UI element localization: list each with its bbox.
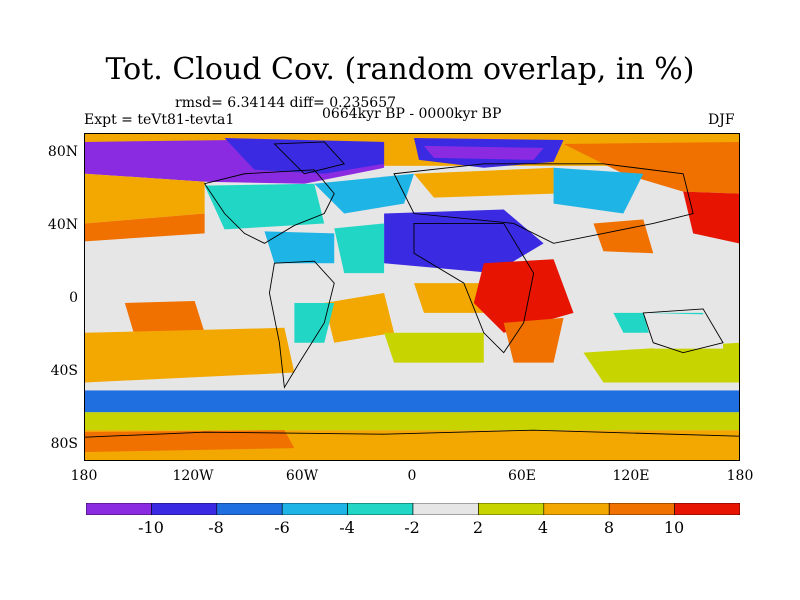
colorbar-swatch — [86, 503, 152, 515]
region-sahara — [384, 209, 544, 274]
lon-label-120e: 120E — [612, 468, 650, 484]
colorbar — [86, 503, 740, 515]
region-n-atlantic — [314, 173, 414, 214]
coast-africa — [413, 223, 535, 354]
colorbar-label: 4 — [537, 518, 549, 537]
period-label: 0664kyr BP - 0000kyr BP — [322, 106, 502, 122]
region-w-pacific-tropics — [85, 253, 265, 280]
region-c-africa — [473, 259, 574, 333]
colorbar-swatch — [543, 503, 610, 515]
colorbar-label: -6 — [274, 518, 290, 537]
region-eurasia — [413, 167, 554, 198]
region-c-atlantic — [334, 223, 385, 274]
region-ne-asia — [563, 141, 739, 194]
lat-label-80s: 80S — [50, 436, 78, 452]
region-n-america — [204, 183, 325, 230]
colorbar-swatch — [674, 503, 740, 515]
experiment-label: Expt = teVt81-tevta1 — [84, 112, 235, 128]
lon-label-60w: 60W — [285, 468, 319, 484]
colorbar-swatch — [412, 503, 479, 515]
lon-label-180e: 180 — [726, 468, 754, 484]
lon-label-180w: 180 — [70, 468, 98, 484]
region-caribbean — [264, 231, 335, 264]
region-s-america-west — [294, 302, 335, 343]
coastlines — [85, 141, 739, 438]
cloud-cover-map — [84, 133, 740, 461]
region-s-pacific — [85, 327, 295, 383]
colorbar-swatch — [478, 503, 545, 515]
lat-label-40s: 40S — [50, 363, 78, 379]
colorbar-label: 2 — [472, 518, 484, 537]
coast-antarctica — [85, 429, 739, 438]
region-greenland-canada — [224, 137, 385, 174]
coast-south-america — [268, 260, 335, 389]
coast-australia — [642, 308, 724, 354]
lat-label-0: 0 — [69, 290, 78, 306]
season-label: DJF — [708, 112, 735, 128]
region-southern-ocean-yellow — [85, 412, 739, 431]
lon-label-0: 0 — [407, 468, 417, 484]
colorbar-label: 8 — [603, 518, 615, 537]
colorbar-swatch — [216, 503, 283, 515]
coast-eurasia — [393, 163, 694, 244]
colorbar-label: -4 — [339, 518, 355, 537]
coast-north-america — [203, 169, 335, 244]
stats-line: rmsd= 6.34144 diff= 0.235657 — [175, 95, 397, 111]
colorbar-swatch — [281, 503, 348, 515]
colorbar-label: -8 — [208, 518, 224, 537]
region-n-pacific-red — [85, 213, 205, 242]
region-southern-ocean-blue — [85, 390, 739, 413]
colorbar-label: 10 — [663, 518, 685, 537]
region-s-china — [593, 219, 654, 254]
region-s-indian — [583, 342, 739, 383]
plot-title: Tot. Cloud Cov. (random overlap, in %) — [105, 52, 695, 87]
colorbar-swatch — [608, 503, 675, 515]
region-nw-pacific — [683, 191, 739, 244]
region-n-pacific — [85, 173, 205, 224]
colorbar-swatches — [86, 503, 740, 515]
lon-label-120w: 120W — [172, 468, 214, 484]
coast-greenland — [273, 141, 346, 175]
lat-label-40n: 40N — [47, 217, 78, 233]
colorbar-label: -2 — [404, 518, 420, 537]
region-c-pacific-red — [124, 300, 205, 337]
region-s-america-east — [324, 293, 395, 343]
colorbar-swatch — [151, 503, 218, 515]
colorbar-swatch — [347, 503, 414, 515]
region-antarctic-red — [85, 430, 295, 453]
colorbar-label: -10 — [138, 518, 164, 537]
region-australia — [643, 312, 724, 349]
lon-label-60e: 60E — [507, 468, 537, 484]
region-s-atlantic — [384, 332, 484, 363]
region-s-africa — [503, 317, 564, 363]
region-central-asia — [553, 167, 644, 214]
lat-label-80n: 80N — [47, 144, 78, 160]
region-siberia-purple — [423, 145, 544, 160]
